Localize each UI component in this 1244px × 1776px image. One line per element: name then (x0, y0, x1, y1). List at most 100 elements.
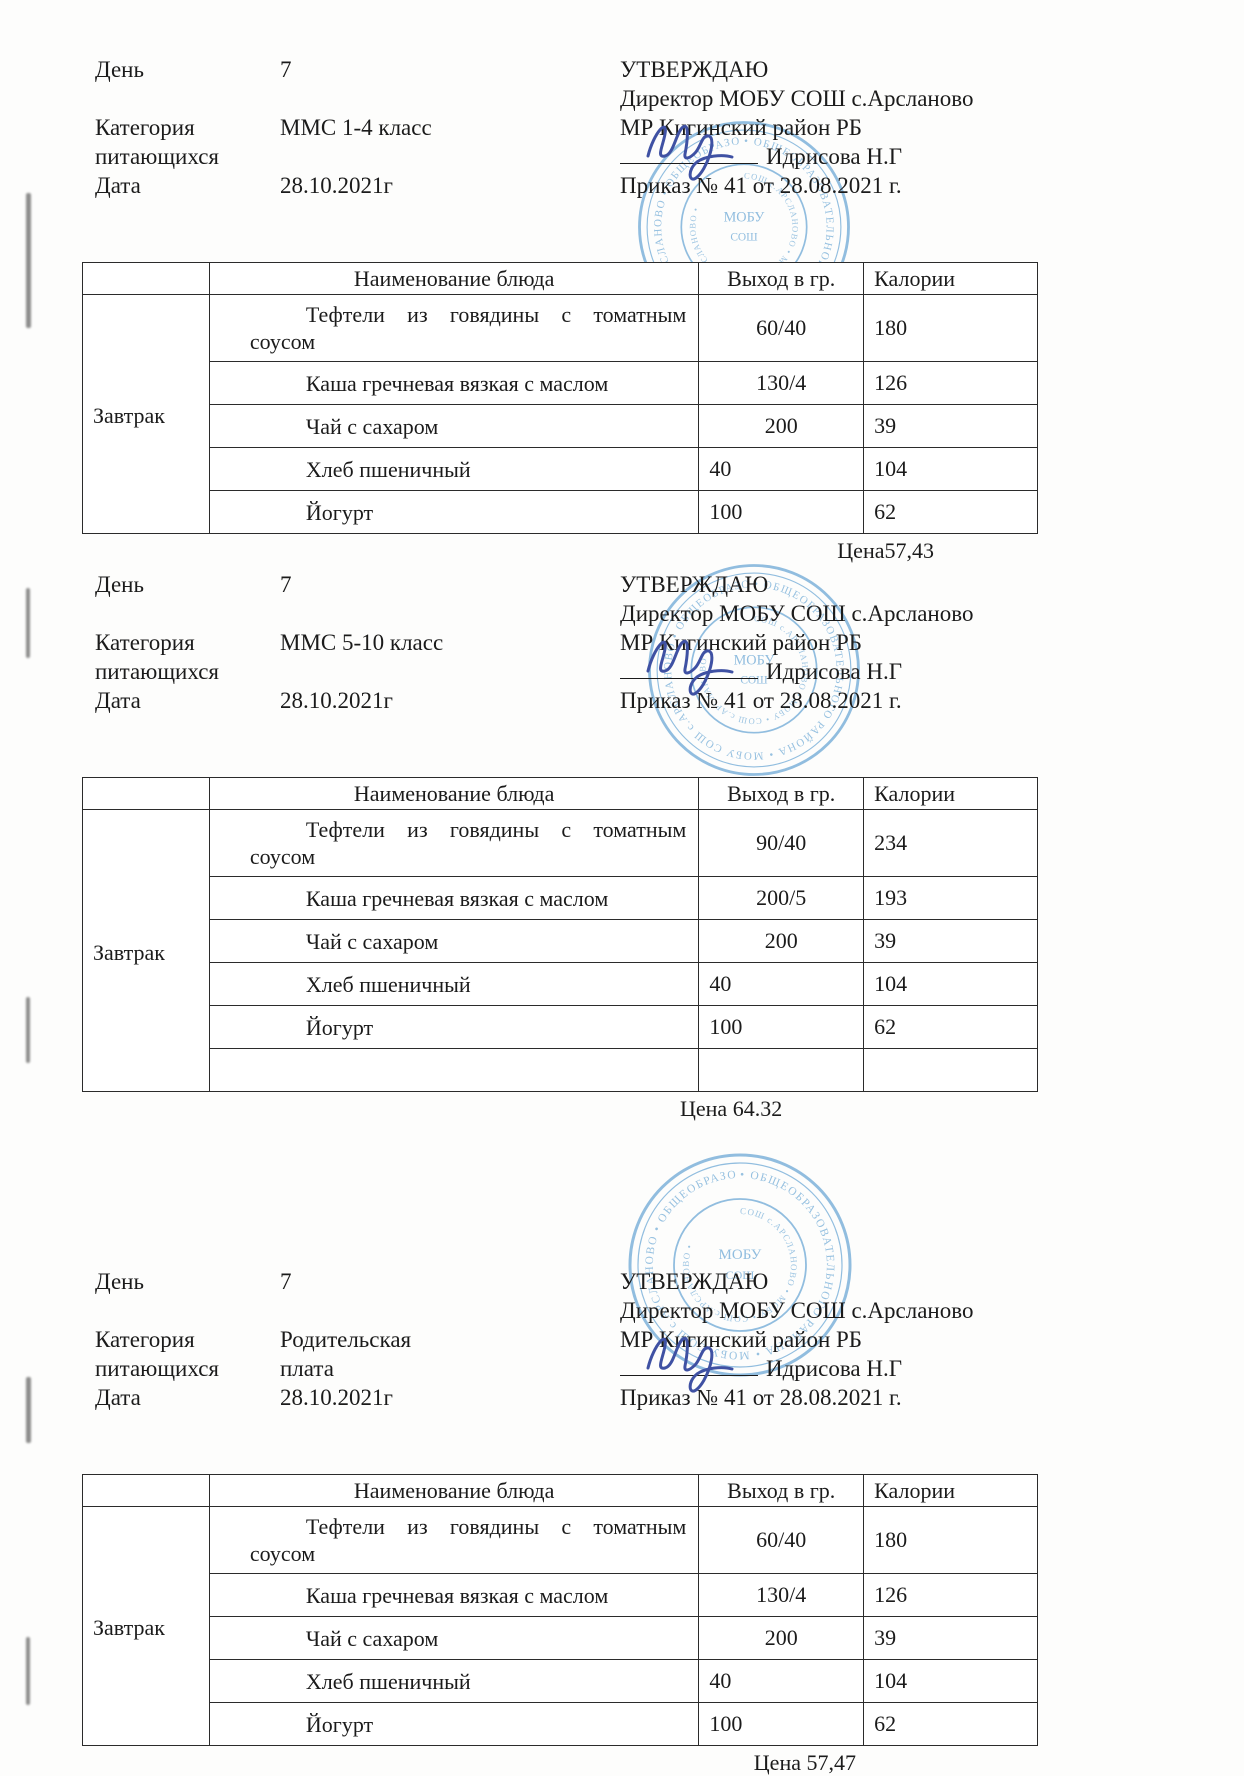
dish-cell: Чай с сахаром (208, 919, 700, 963)
table-corner-cell (82, 262, 210, 295)
dish-cell: Каша гречневая вязкая с маслом (208, 361, 700, 405)
order-line: Приказ № 41 от 28.08.2021 г. (620, 688, 902, 713)
output-cell: 40 (698, 447, 865, 491)
day-value: 7 (280, 572, 292, 597)
calories-cell: 62 (863, 1005, 1038, 1049)
calories-cell: 62 (863, 490, 1038, 534)
output-cell: 130/4 (698, 1573, 865, 1617)
col-header-output: Выход в гр. (698, 777, 865, 810)
calories-cell: 39 (863, 919, 1038, 963)
calories-cell: 62 (863, 1702, 1038, 1746)
dish-cell: Тефтели из говядины с томатным соусом (208, 294, 700, 362)
col-header-dish: Наименование блюда (208, 1474, 700, 1507)
category-value-line1: ММС 1-4 класс (280, 115, 432, 140)
category-label-line1: Категория (95, 1327, 195, 1352)
output-cell: 60/40 (698, 1506, 865, 1574)
signature-line (620, 658, 758, 679)
category-value-line2: плата (280, 1356, 334, 1381)
scan-artifact (26, 588, 30, 658)
category-label-line2: питающихся (95, 1356, 219, 1381)
output-cell: 130/4 (698, 361, 865, 405)
col-header-calories: Калории (863, 1474, 1038, 1507)
signature-line (620, 1355, 758, 1376)
dish-cell: Йогурт (208, 490, 700, 534)
calories-cell: 104 (863, 1659, 1038, 1703)
day-label: День (95, 57, 144, 82)
dish-cell: Хлеб пшеничный (208, 447, 700, 491)
order-line: Приказ № 41 от 28.08.2021 г. (620, 1385, 902, 1410)
signature-block: Идрисова Н.Г (620, 142, 1038, 171)
dish-cell: Каша гречневая вязкая с маслом (208, 876, 700, 920)
day-value: 7 (280, 1269, 292, 1294)
approval-title: УТВЕРЖДАЮ (620, 572, 769, 597)
col-header-dish: Наименование блюда (208, 262, 700, 295)
approval-region: МР Кигинский район РБ (620, 630, 863, 655)
menu-table: Наименование блюда Выход в гр. Калории З… (82, 777, 1038, 1092)
col-header-dish: Наименование блюда (208, 777, 700, 810)
calories-cell: 180 (863, 1506, 1038, 1574)
output-cell: 100 (698, 490, 865, 534)
price-total: Цена 64.32 (680, 1096, 783, 1121)
approval-director: Директор МОБУ СОШ с.Арсланово (620, 1298, 974, 1323)
table-corner-cell (82, 777, 210, 810)
meal-cell: Завтрак (82, 809, 210, 1092)
section-header: День 7 УТВЕРЖДАЮ Директор МОБУ СОШ с.Арс… (95, 55, 1038, 200)
meal-cell: Завтрак (82, 1506, 210, 1746)
menu-section-mms-5-10: День 7 УТВЕРЖДАЮ Директор МОБУ СОШ с.Арс… (82, 570, 1038, 1122)
col-header-calories: Калории (863, 777, 1038, 810)
calories-cell: 39 (863, 1616, 1038, 1660)
output-cell: 90/40 (698, 809, 865, 877)
day-value: 7 (280, 57, 292, 82)
signer-name: Идрисова Н.Г (766, 659, 903, 684)
category-value-line2 (280, 142, 620, 171)
col-header-calories: Калории (863, 262, 1038, 295)
section-header: День 7 УТВЕРЖДАЮ Директор МОБУ СОШ с.Арс… (95, 570, 1038, 715)
dish-cell: Хлеб пшеничный (208, 962, 700, 1006)
approval-director: Директор МОБУ СОШ с.Арсланово (620, 601, 974, 626)
calories-cell: 126 (863, 1573, 1038, 1617)
output-cell: 200/5 (698, 876, 865, 920)
signature-block: Идрисова Н.Г (620, 1354, 1038, 1383)
price-total: Цена57,43 (837, 538, 934, 563)
calories-cell: 234 (863, 809, 1038, 877)
approval-region: МР Кигинский район РБ (620, 115, 863, 140)
calories-cell: 104 (863, 962, 1038, 1006)
calories-cell-empty (863, 1048, 1038, 1092)
category-label-line2: питающихся (95, 659, 219, 684)
output-cell: 200 (698, 404, 865, 448)
output-cell: 60/40 (698, 294, 865, 362)
category-label-line1: Категория (95, 115, 195, 140)
menu-table: Наименование блюда Выход в гр. Калории З… (82, 1474, 1038, 1746)
section-header: День 7 УТВЕРЖДАЮ Директор МОБУ СОШ с.Арс… (95, 1267, 1038, 1412)
approval-title: УТВЕРЖДАЮ (620, 1269, 769, 1294)
dish-cell: Тефтели из говядины с томатным соусом (208, 809, 700, 877)
dish-cell: Тефтели из говядины с томатным соусом (208, 1506, 700, 1574)
dish-cell: Каша гречневая вязкая с маслом (208, 1573, 700, 1617)
category-label-line2: питающихся (95, 144, 219, 169)
date-value: 28.10.2021г (280, 688, 393, 713)
category-label-line1: Категория (95, 630, 195, 655)
approval-title: УТВЕРЖДАЮ (620, 57, 769, 82)
col-header-output: Выход в гр. (698, 1474, 865, 1507)
scan-artifact (26, 1637, 30, 1705)
day-label: День (95, 1269, 144, 1294)
output-cell-empty (698, 1048, 865, 1092)
menu-section-parent-fee: День 7 УТВЕРЖДАЮ Директор МОБУ СОШ с.Арс… (82, 1267, 1038, 1776)
output-cell: 200 (698, 1616, 865, 1660)
output-cell: 200 (698, 919, 865, 963)
date-value: 28.10.2021г (280, 1385, 393, 1410)
calories-cell: 180 (863, 294, 1038, 362)
dish-cell-empty (208, 1048, 700, 1092)
output-cell: 100 (698, 1702, 865, 1746)
date-value: 28.10.2021г (280, 173, 393, 198)
output-cell: 40 (698, 1659, 865, 1703)
calories-cell: 39 (863, 404, 1038, 448)
dish-cell: Чай с сахаром (208, 1616, 700, 1660)
dish-cell: Йогурт (208, 1702, 700, 1746)
order-line: Приказ № 41 от 28.08.2021 г. (620, 173, 902, 198)
menu-table: Наименование блюда Выход в гр. Калории З… (82, 262, 1038, 534)
menu-section-mms-1-4: День 7 УТВЕРЖДАЮ Директор МОБУ СОШ с.Арс… (82, 55, 1038, 564)
signer-name: Идрисова Н.Г (766, 1356, 903, 1381)
calories-cell: 193 (863, 876, 1038, 920)
